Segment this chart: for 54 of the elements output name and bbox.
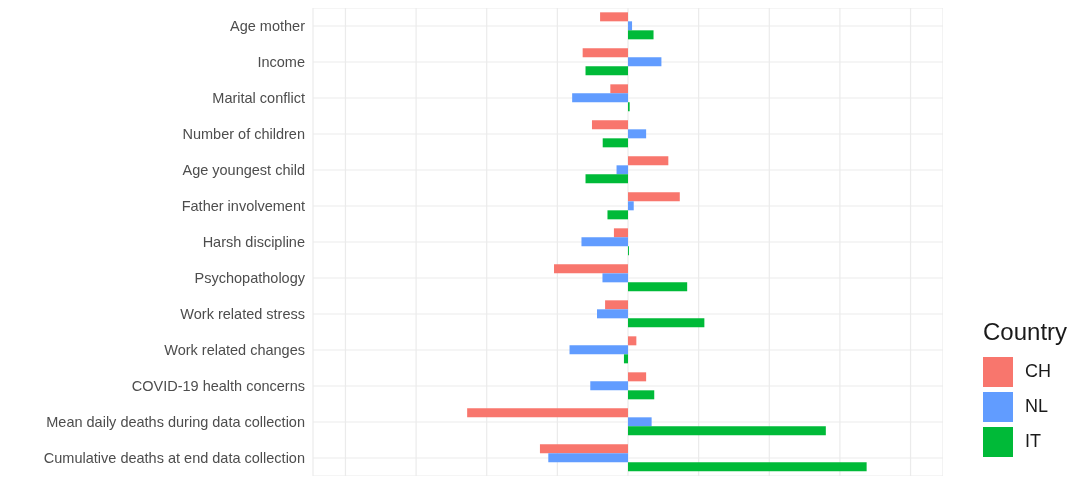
legend-label: NL bbox=[1025, 396, 1049, 417]
bar bbox=[602, 138, 628, 148]
bar bbox=[628, 426, 826, 436]
bar bbox=[628, 57, 662, 67]
y-tick-label: Cumulative deaths at end data collection bbox=[43, 450, 305, 467]
bar bbox=[628, 372, 647, 382]
bar bbox=[628, 30, 654, 40]
bar bbox=[628, 462, 867, 472]
y-tick-label: Mean daily deaths during data collection bbox=[46, 414, 305, 431]
y-tick-label: Father involvement bbox=[181, 198, 305, 215]
bar bbox=[628, 129, 647, 139]
bar bbox=[585, 174, 628, 184]
bar bbox=[590, 381, 628, 391]
bar bbox=[539, 444, 628, 454]
bar bbox=[467, 408, 628, 418]
bar bbox=[582, 48, 628, 58]
bar bbox=[616, 165, 628, 175]
y-tick-label: Psychopathology bbox=[194, 270, 306, 287]
bar bbox=[610, 84, 628, 94]
bar bbox=[554, 264, 628, 274]
y-tick-label: Age youngest child bbox=[182, 162, 305, 179]
y-tick-label: Harsh discipline bbox=[202, 234, 305, 251]
bar bbox=[628, 318, 705, 328]
bar bbox=[605, 300, 628, 310]
bar bbox=[628, 417, 652, 427]
bar bbox=[607, 210, 628, 220]
bar bbox=[628, 192, 680, 202]
bar bbox=[591, 120, 628, 130]
y-tick-label: COVID-19 health concerns bbox=[131, 378, 305, 395]
bar bbox=[585, 66, 628, 76]
y-tick-label: Income bbox=[257, 54, 305, 71]
y-tick-label: Work related stress bbox=[180, 306, 305, 323]
bar bbox=[628, 336, 637, 346]
bar bbox=[628, 21, 633, 31]
bar bbox=[628, 390, 655, 400]
bar bbox=[628, 282, 688, 292]
y-tick-label: Work related changes bbox=[164, 342, 305, 359]
bar bbox=[572, 93, 628, 103]
bar bbox=[628, 156, 669, 166]
bar bbox=[596, 309, 628, 319]
legend-label: IT bbox=[1025, 431, 1041, 452]
y-tick-label: Marital conflict bbox=[212, 90, 305, 107]
bar bbox=[569, 345, 628, 355]
legend-title: Country bbox=[983, 318, 1068, 346]
bar bbox=[613, 228, 628, 238]
bar bbox=[602, 273, 628, 283]
bar bbox=[548, 453, 628, 463]
y-tick-label: Number of children bbox=[182, 126, 305, 143]
bar bbox=[600, 12, 628, 22]
y-tick-label: Age mother bbox=[230, 18, 306, 35]
bar bbox=[628, 201, 634, 211]
bar bbox=[581, 237, 628, 247]
legend-label: CH bbox=[1025, 361, 1051, 382]
bar bbox=[623, 354, 628, 364]
